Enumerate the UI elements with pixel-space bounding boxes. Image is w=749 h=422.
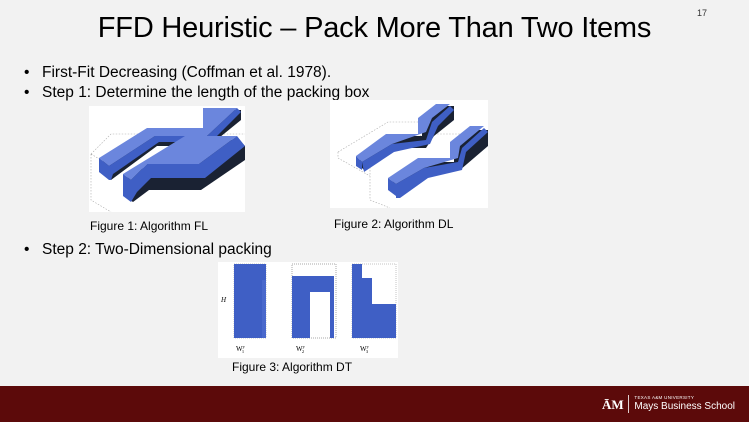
slide-title: FFD Heuristic – Pack More Than Two Items: [97, 12, 652, 44]
bullet-text: First-Fit Decreasing (Coffman et al. 197…: [42, 64, 332, 81]
atm-logo-icon: ĀM: [602, 397, 624, 412]
logo-university: TEXAS A&M UNIVERSITY: [634, 394, 695, 400]
bullet-text: Step 2: Two-Dimensional packing: [42, 241, 272, 258]
figure-3-caption: Figure 3: Algorithm DT: [232, 360, 353, 374]
mays-logo: ĀM TEXAS A&M UNIVERSITY Mays Business Sc…: [602, 394, 735, 414]
figure-2-image: [330, 100, 488, 209]
figure-3-diagram: H Wy 1 Wy 2 Wy 3: [220, 263, 397, 354]
w3-label: Wy 3: [360, 344, 370, 354]
logo-school: Mays Business School: [634, 401, 735, 413]
bullet-1: • First-Fit Decreasing (Coffman et al. 19…: [24, 64, 331, 82]
w2-label: Wy 2: [296, 344, 306, 354]
figure-3-image: H Wy 1 Wy 2 Wy 3: [218, 262, 398, 358]
logo-divider: [628, 395, 630, 413]
logo-text: TEXAS A&M UNIVERSITY Mays Business Schoo…: [634, 394, 735, 413]
w1-label: Wy 1: [236, 344, 246, 354]
h-axis-label: H: [220, 296, 227, 304]
bullet-text: Step 1: Determine the length of the pack…: [42, 84, 370, 101]
figure-1-image: [89, 106, 245, 213]
bullet-3: • Step 2: Two-Dimensional packing: [24, 241, 272, 259]
svg-text:ĀM: ĀM: [602, 397, 624, 412]
bullet-glyph: •: [24, 84, 30, 101]
slide-number: 17: [696, 8, 707, 18]
bullet-glyph: •: [24, 64, 30, 81]
figure-2-blocks: [337, 104, 488, 209]
figure-2-caption: Figure 2: Algorithm DL: [334, 217, 454, 231]
bullet-glyph: •: [24, 241, 30, 258]
bullet-2: • Step 1: Determine the length of the pac…: [24, 84, 369, 102]
figure-1-caption: Figure 1: Algorithm FL: [90, 219, 209, 233]
figure-1-blocks: [90, 108, 245, 213]
footer-bar: ĀM TEXAS A&M UNIVERSITY Mays Business Sc…: [0, 386, 749, 422]
